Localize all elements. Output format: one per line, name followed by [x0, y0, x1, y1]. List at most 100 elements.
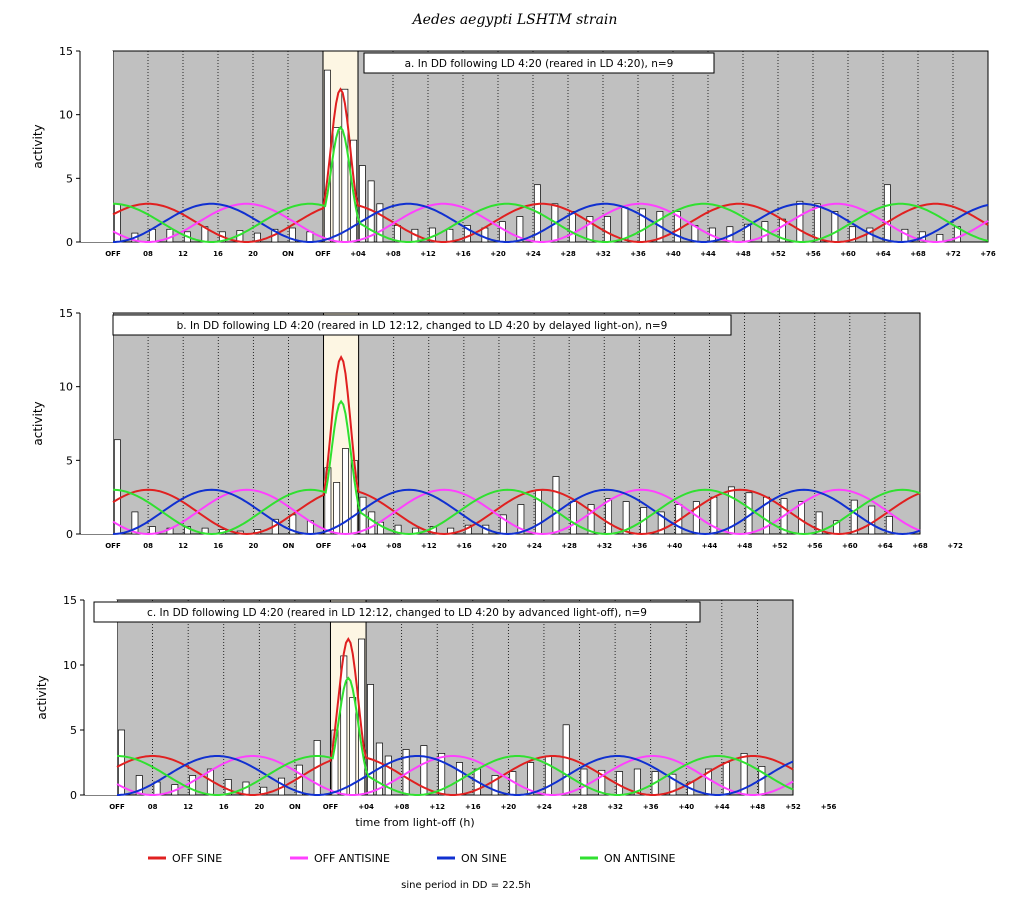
pre-dd-area [81, 51, 113, 242]
y-tick-label: 5 [70, 724, 77, 737]
activity-bar [815, 511, 823, 535]
activity-bar [813, 203, 821, 243]
x-tick-label: +04 [351, 542, 367, 550]
activity-bar [135, 775, 143, 796]
x-tick-label: +08 [386, 542, 402, 550]
activity-bar [673, 211, 681, 243]
activity-bar [587, 504, 595, 535]
activity-bar [603, 216, 611, 243]
activity-bar [376, 203, 384, 243]
x-tick-label: +56 [821, 803, 837, 811]
y-tick-label: 0 [66, 236, 73, 249]
y-tick-label: 15 [59, 307, 73, 320]
x-tick-label: +12 [420, 250, 436, 258]
panel-title-box [363, 52, 715, 74]
y-tick-label: 15 [63, 594, 77, 607]
sine-curve-on-antisine [112, 399, 921, 536]
x-tick-label: 20 [248, 250, 258, 258]
plot-area [112, 312, 921, 535]
activity-bar [850, 499, 858, 535]
x-tick-label: +12 [429, 803, 445, 811]
activity-bar [288, 227, 296, 243]
activity-bar [367, 684, 374, 796]
x-tick-label: +04 [358, 803, 374, 811]
activity-bar [516, 216, 524, 243]
x-tick-label: +12 [421, 542, 437, 550]
x-tick-label: 08 [148, 803, 158, 811]
activity-bar [831, 211, 839, 243]
sine-curve-off-antisine [112, 202, 989, 243]
x-tick-label: +32 [595, 250, 611, 258]
activity-bar [552, 476, 560, 535]
panel-title-box [93, 601, 701, 623]
x-tick-label: +24 [536, 803, 552, 811]
activity-bar [358, 165, 366, 243]
x-tick-label: +36 [643, 803, 659, 811]
sine-curve-off-antisine [116, 755, 794, 796]
sine-curve-on-sine [112, 488, 921, 536]
activity-bar [384, 755, 392, 796]
panel-b: 0 5 10 15 activity OFF 08 12 16 20 ON OFF +04 +08 +12 +… [31, 307, 963, 550]
x-tick-label: +24 [525, 250, 541, 258]
y-tick-label: 15 [59, 45, 73, 58]
activity-bar [481, 227, 489, 243]
x-tick-label: +48 [750, 803, 766, 811]
x-tick-label: 08 [143, 542, 153, 550]
activity-bar [189, 775, 197, 796]
activity-bar [605, 498, 613, 535]
activity-bar [885, 515, 893, 535]
x-tick-label: +72 [945, 250, 961, 258]
sine-curve-off-sine [112, 87, 989, 243]
x-tick-label: +08 [394, 803, 410, 811]
x-tick-label: +20 [491, 542, 507, 550]
x-tick-label: +40 [678, 803, 694, 811]
panel-title: b. In DD following LD 4:20 (reared in LD… [177, 320, 668, 332]
activity-bar [491, 775, 499, 796]
x-tick-label: +20 [490, 250, 506, 258]
y-tick-label: 0 [66, 528, 73, 541]
x-tick-label: 12 [178, 250, 188, 258]
y-tick-label: 10 [59, 381, 73, 394]
x-tick-label: ON [289, 803, 301, 811]
x-tick-label: +36 [631, 542, 647, 550]
x-tick-label: +56 [807, 542, 823, 550]
legend-label-3: ON ANTISINE [604, 852, 676, 865]
x-tick-label: +68 [912, 542, 928, 550]
y-tick-label: 0 [70, 789, 77, 802]
panel-c: 0 5 10 15 activity OFF 08 12 16 20 ON OFF +04 +08 +12 +… [35, 594, 837, 829]
legend-label-1: OFF ANTISINE [314, 852, 390, 865]
sine-curve-off-sine [116, 637, 794, 796]
x-tick-label: +40 [665, 250, 681, 258]
x-tick-label: 12 [178, 542, 188, 550]
activity-bar [562, 724, 570, 796]
activity-bar [184, 526, 191, 535]
x-tick-label: +48 [737, 542, 753, 550]
activity-bar [848, 226, 856, 243]
activity-bar [446, 228, 454, 243]
activity-bar [131, 511, 139, 535]
x-tick-label: +48 [735, 250, 751, 258]
activity-bar [463, 225, 471, 243]
sine-curve-on-sine [117, 755, 794, 796]
sine-curve-on-sine [113, 202, 989, 243]
x-tick-label: +24 [526, 542, 542, 550]
x-tick-label: ON [282, 250, 294, 258]
pre-dd-area [85, 600, 117, 795]
x-tick-label: 20 [248, 542, 258, 550]
x-tick-label: +52 [770, 250, 786, 258]
x-axis-label: time from light-off (h) [355, 816, 474, 829]
y-tick-label: 5 [66, 172, 73, 185]
x-tick-label: +60 [842, 542, 858, 550]
activity-bar [586, 216, 594, 243]
activity-bar [598, 769, 606, 796]
panel-title: c. In DD following LD 4:20 (reared in LD… [147, 607, 647, 619]
activity-bar [622, 501, 630, 535]
x-tick-label: +16 [465, 803, 481, 811]
x-tick-label: OFF [105, 542, 121, 550]
x-tick-label: +52 [772, 542, 788, 550]
pre-dd-area [81, 313, 113, 534]
x-tick-label: OFF [316, 542, 332, 550]
activity-bar [570, 501, 577, 535]
x-tick-label: 16 [213, 250, 223, 258]
x-tick-label: OFF [323, 803, 339, 811]
